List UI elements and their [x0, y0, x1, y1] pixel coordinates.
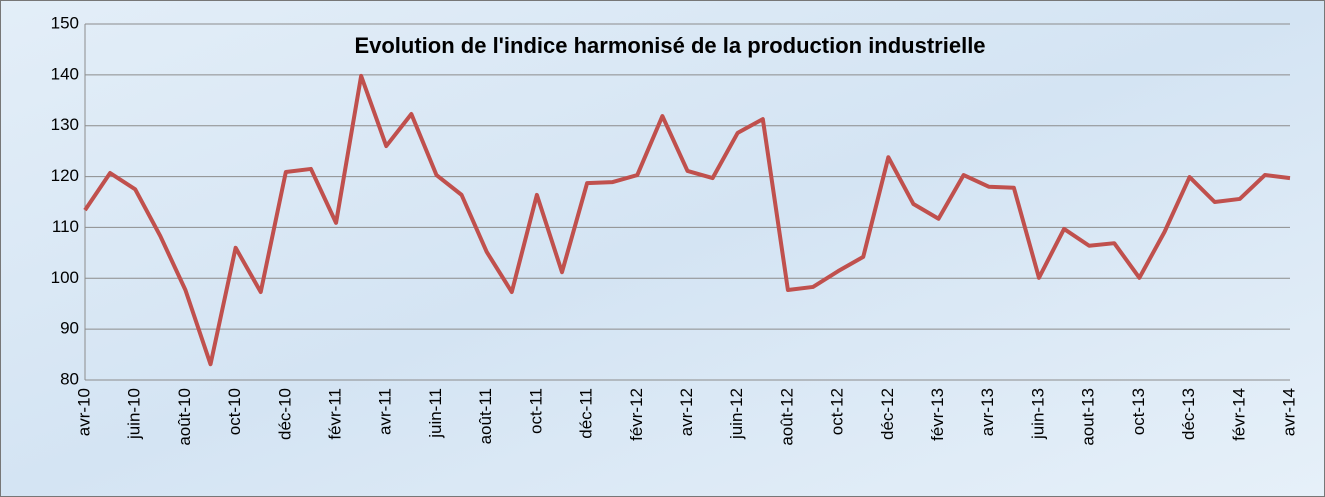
x-tick-label: oct-11 — [526, 388, 545, 434]
y-tick-label: 110 — [52, 217, 79, 236]
y-tick-label: 130 — [51, 115, 79, 134]
x-tick-label: avr-11 — [376, 388, 395, 435]
data-line — [83, 73, 1291, 367]
x-tick-label: juin-13 — [1028, 388, 1047, 440]
x-tick-label: août-12 — [777, 388, 796, 446]
x-tick-label: avr-14 — [1279, 388, 1298, 436]
x-tick-label: juin-12 — [727, 388, 746, 440]
x-tick-label: avr-10 — [74, 388, 93, 436]
y-tick-label: 80 — [60, 369, 79, 388]
chart-title: Evolution de l'indice harmonisé de la pr… — [354, 33, 985, 58]
x-tick-label: déc-13 — [1179, 388, 1198, 440]
x-tick-label: août-11 — [476, 388, 495, 444]
y-tick-label: 140 — [51, 64, 79, 83]
y-tick-label: 100 — [51, 268, 79, 287]
y-tick-label: 120 — [51, 166, 79, 185]
x-tick-label: févr-11 — [326, 388, 345, 440]
x-tick-label: févr-12 — [627, 388, 646, 441]
x-tick-label: déc-11 — [577, 388, 596, 439]
x-tick-label: févr-13 — [928, 388, 947, 441]
x-tick-label: oct-10 — [225, 388, 244, 435]
x-tick-label: févr-14 — [1229, 388, 1248, 441]
y-tick-label: 150 — [51, 13, 79, 32]
x-tick-label: août-10 — [175, 388, 194, 446]
y-tick-label: 90 — [60, 319, 79, 338]
x-tick-label: déc-12 — [878, 388, 897, 440]
x-tick-label: aout-13 — [1079, 388, 1098, 446]
x-tick-label: oct-13 — [1129, 388, 1148, 435]
x-tick-label: déc-10 — [275, 388, 294, 440]
x-tick-label: juin-10 — [125, 388, 144, 440]
x-tick-label: juin-11 — [426, 388, 445, 439]
x-tick-label: avr-12 — [677, 388, 696, 436]
x-tick-label: avr-13 — [978, 388, 997, 436]
x-tick-label: oct-12 — [828, 388, 847, 435]
